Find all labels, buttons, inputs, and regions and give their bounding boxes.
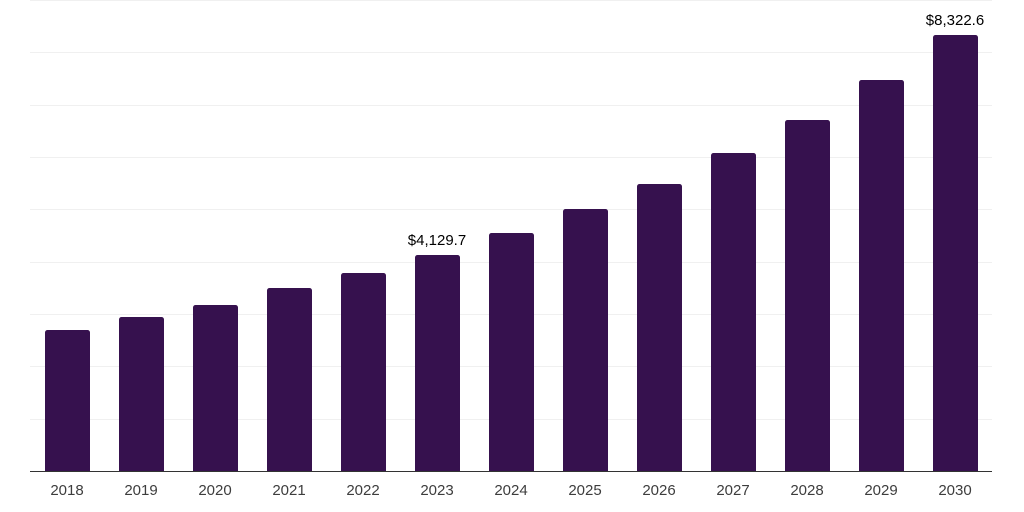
gridline — [30, 0, 992, 1]
bar-2019 — [118, 317, 164, 471]
x-tick-2018: 2018 — [50, 482, 84, 499]
gridline — [30, 209, 992, 211]
bar-2029 — [858, 79, 904, 471]
x-tick-2030: 2030 — [938, 482, 972, 499]
gridline — [30, 52, 992, 54]
bar-2018 — [44, 329, 90, 471]
bar-2024 — [488, 232, 534, 471]
x-tick-2027: 2027 — [716, 482, 750, 499]
plot-area: $4,129.7 $8,322.6 — [30, 0, 992, 472]
x-tick-2023: 2023 — [420, 482, 454, 499]
gridline — [30, 104, 992, 106]
bar-2027 — [710, 152, 756, 471]
bar-value-label-2030: $8,322.6 — [925, 12, 985, 30]
x-tick-2028: 2028 — [790, 482, 824, 499]
x-tick-2022: 2022 — [346, 482, 380, 499]
x-tick-2021: 2021 — [272, 482, 306, 499]
x-tick-2026: 2026 — [642, 482, 676, 499]
gridline — [30, 157, 992, 158]
x-tick-2019: 2019 — [124, 482, 158, 499]
bar-2021 — [266, 288, 312, 471]
x-tick-2025: 2025 — [568, 482, 602, 499]
x-tick-2020: 2020 — [198, 482, 232, 499]
bar-2020 — [192, 304, 238, 471]
bar-2025 — [562, 209, 608, 471]
bar-2028 — [784, 119, 830, 471]
x-tick-2024: 2024 — [494, 482, 528, 499]
x-tick-2029: 2029 — [864, 482, 898, 499]
bar-2026 — [636, 183, 682, 471]
bar-value-label-2023: $4,129.7 — [407, 231, 467, 249]
bar-2022 — [340, 273, 386, 471]
bar-2023 — [414, 254, 460, 471]
bar-2030 — [932, 35, 978, 471]
